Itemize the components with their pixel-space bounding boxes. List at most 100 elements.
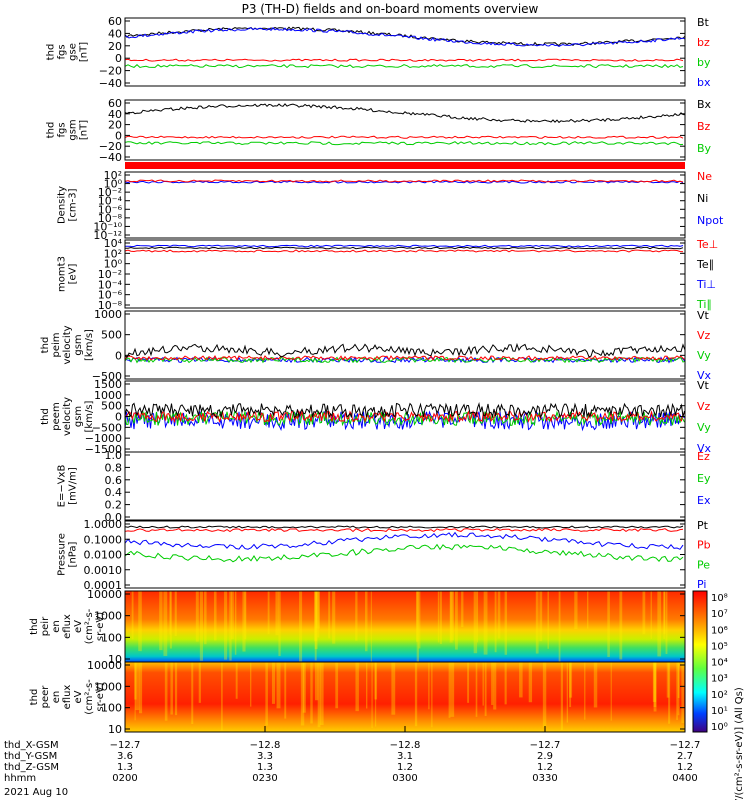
series-line-blue	[125, 244, 684, 248]
y-tick-label: 60	[108, 15, 122, 28]
x-tick-label: −12.7	[670, 740, 701, 751]
spectrogram-streak	[473, 591, 478, 654]
panel-pressure: 1.0000 0.1000 0.0100 0.0010 0.0001 Pressure [n…	[57, 518, 711, 592]
series-line-blue	[124, 410, 685, 432]
x-tick-label: 0300	[392, 773, 417, 784]
y-tick-label: 1000	[94, 680, 122, 693]
y-axis-label: eV	[73, 620, 84, 633]
spectrogram-streak	[668, 662, 671, 724]
spectrogram-streak	[475, 662, 478, 717]
y-tick-label: 10000	[87, 659, 122, 672]
y-axis-label: momt3	[57, 256, 68, 292]
y-axis-label: velocity	[62, 397, 73, 436]
spectrogram-streak	[467, 662, 470, 703]
spectrogram-streak	[437, 591, 440, 643]
panel-peer-spec: 10000 1000 100 10 thd peer en eflux eV (cm²-s-sr-…	[29, 659, 686, 736]
x-row-label: thd_Y-GSM	[4, 751, 57, 762]
spectrogram-streak	[665, 591, 668, 655]
series-line-red	[124, 58, 684, 62]
spectrogram-streak	[365, 591, 368, 652]
spectrogram-streak	[391, 662, 396, 715]
spectrogram-streak	[366, 662, 368, 709]
spectrogram-streak	[652, 662, 657, 702]
series-line-blue	[124, 531, 684, 550]
x-tick-label: 0330	[532, 773, 557, 784]
panel-peir-spec: 10000 1000 100 10 thd peir en eflux eV (cm²-s-sr-…	[29, 588, 686, 666]
x-tick-label: 1.3	[257, 762, 273, 773]
y-axis-label: eflux	[62, 685, 73, 710]
y-axis-label: [eV]	[68, 264, 79, 285]
series-line-red	[124, 409, 685, 424]
spectrogram-streak	[415, 591, 419, 642]
y-tick-label: 0.6	[105, 474, 123, 487]
spectrogram-streak	[315, 662, 319, 701]
y-tick-label: −1500	[85, 443, 122, 456]
spectrogram-streak	[418, 591, 421, 649]
spectrogram-streak	[134, 662, 136, 721]
spectrogram-streak	[497, 591, 501, 639]
spectrogram-streak	[315, 591, 320, 629]
spectrogram-streak	[317, 591, 320, 638]
legend-entry: Pt	[697, 519, 709, 532]
spectrogram-streak	[519, 662, 523, 698]
spectrogram-streak	[319, 662, 324, 726]
y-tick-label: 10⁻⁴	[98, 195, 123, 208]
legend-entry: Ti⊥	[696, 278, 716, 291]
spectrogram-streak	[482, 662, 484, 706]
spectrogram-streak	[174, 591, 177, 636]
y-axis-label: fgs	[57, 44, 68, 59]
legend-entry: Ey	[697, 472, 711, 485]
legend-entry: bz	[697, 36, 710, 49]
spectrogram-streak	[528, 662, 533, 703]
spectrogram-streak	[587, 591, 589, 629]
y-axis-label: [km/s]	[84, 329, 95, 361]
series-line-black	[124, 525, 684, 529]
spectrogram-streak	[355, 662, 359, 712]
legend-entry: Vy	[697, 349, 711, 362]
series-line-green	[124, 64, 684, 69]
spectrogram-streak	[461, 591, 464, 628]
x-tick-label: 3.3	[257, 751, 273, 762]
y-tick-label: 1500	[94, 378, 122, 391]
spectrogram-streak	[477, 591, 479, 643]
y-tick-label: 0.0100	[84, 549, 123, 562]
y-axis-label: eflux	[62, 614, 73, 639]
y-axis-label: eV	[73, 690, 84, 703]
legend-entry: bx	[697, 76, 711, 89]
x-date-label: 2021 Aug 10	[4, 787, 68, 798]
series-line-red	[124, 249, 684, 253]
x-tick-label: 2.7	[677, 751, 693, 762]
spectrogram-streak	[539, 591, 543, 642]
colorbar-tick-label: 10⁵	[711, 641, 728, 652]
x-tick-label: −12.8	[390, 740, 421, 751]
spectrogram-streak	[328, 591, 331, 639]
spectrogram-streak	[250, 662, 252, 707]
y-axis-label: gsm	[68, 119, 79, 140]
spectrogram-streak	[504, 591, 508, 655]
x-tick-label: 0200	[112, 773, 137, 784]
y-tick-label: 0.2	[105, 499, 123, 512]
series-line-green	[124, 543, 684, 563]
spectrogram-streak	[275, 591, 279, 636]
spectrogram-streak	[450, 591, 454, 641]
legend-entry: Vy	[697, 421, 711, 434]
y-tick-label: 10⁴	[104, 237, 123, 250]
series-line-black	[125, 246, 684, 250]
panel-frame	[124, 17, 686, 87]
spectrogram-streak	[375, 662, 377, 727]
plot-title: P3 (TH-D) fields and on-board moments ov…	[242, 2, 539, 16]
spectrogram-streak	[584, 662, 586, 720]
spectrogram-streak	[455, 591, 458, 650]
y-axis-label: thd	[40, 337, 51, 354]
y-tick-label: 20	[108, 40, 122, 53]
spectrogram-streak	[191, 662, 194, 725]
separator-band	[125, 162, 685, 169]
y-tick-label: 500	[101, 329, 122, 342]
spectrogram-streak	[229, 591, 232, 661]
y-tick-label: 0.0010	[84, 564, 123, 577]
y-tick-label: 10	[108, 653, 122, 666]
